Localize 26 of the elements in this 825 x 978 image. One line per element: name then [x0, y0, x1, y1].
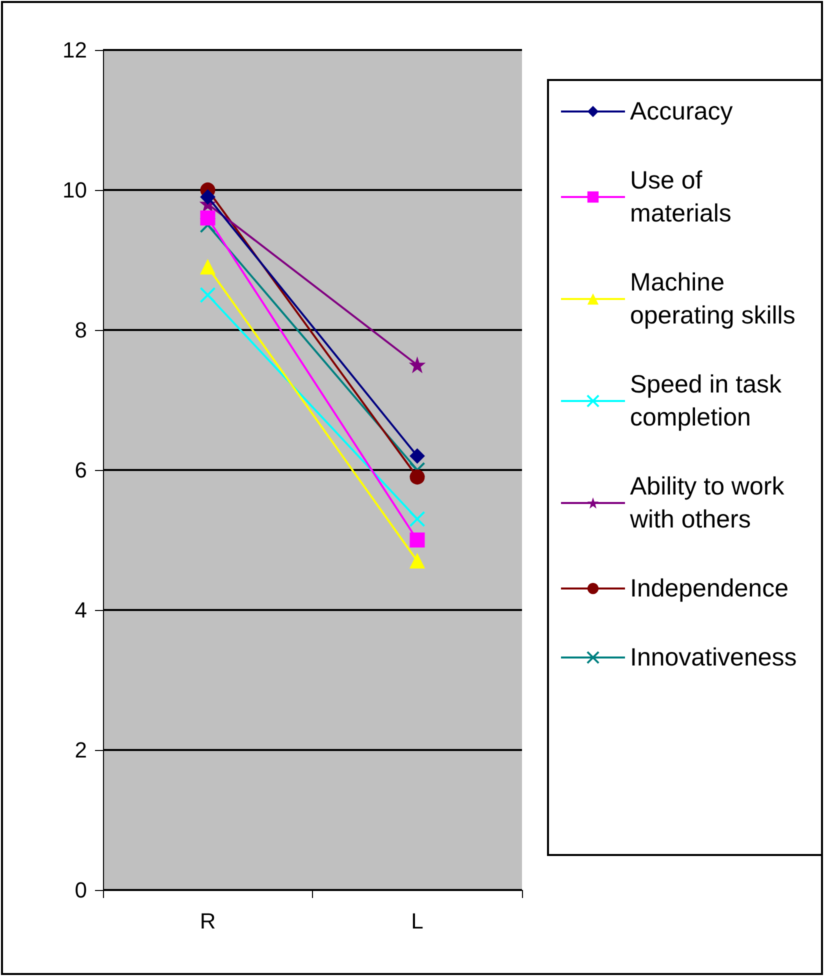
- y-tick-label: 2: [74, 738, 87, 762]
- point: [410, 532, 425, 548]
- y-tick-label: 8: [74, 318, 87, 342]
- y-tick-label: 12: [62, 38, 87, 62]
- y-tick-label: 6: [74, 458, 87, 482]
- legend-label: Innovativeness: [630, 644, 797, 672]
- legend-label: Ability to work with others: [629, 472, 792, 534]
- legend-label: Accuracy: [630, 98, 734, 126]
- y-tick-label: 0: [74, 878, 87, 902]
- legend-label: Machine operating skills: [630, 268, 796, 330]
- point: [410, 358, 425, 372]
- legend-label: Independence: [630, 574, 788, 602]
- legend-label: Use of materials: [630, 166, 732, 228]
- point: [200, 190, 216, 204]
- point: [200, 287, 216, 303]
- point: [410, 448, 425, 464]
- point: [409, 511, 426, 527]
- x-tick-label: L: [411, 908, 424, 934]
- x-tick-label: R: [200, 908, 216, 934]
- point: [200, 217, 216, 233]
- point: [410, 470, 425, 484]
- y-tick-label: 4: [74, 598, 87, 622]
- point: [200, 210, 216, 226]
- point: [409, 462, 426, 478]
- legend-label: Speed in task completion: [630, 370, 788, 432]
- y-tick-label: 10: [62, 178, 87, 202]
